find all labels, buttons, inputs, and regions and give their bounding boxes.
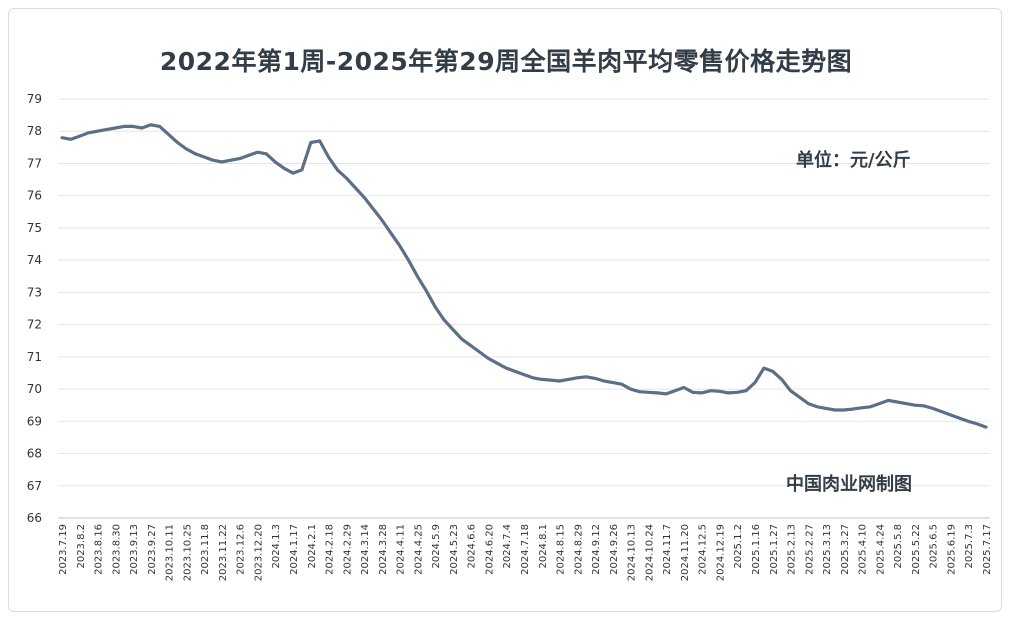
x-tick-label: 2023.10.25 xyxy=(182,524,193,581)
chart-card xyxy=(8,8,1002,612)
y-tick-label: 72 xyxy=(27,318,42,332)
x-tick-label: 2024.10.24 xyxy=(644,524,655,581)
x-tick-label: 2024.3.14 xyxy=(360,524,371,575)
x-tick-label: 2024.9.12 xyxy=(591,524,602,575)
gridlines xyxy=(58,98,990,519)
series-line xyxy=(60,123,988,429)
x-tick-label: 2025.1.2 xyxy=(733,524,744,569)
x-tick-label: 2025.3.27 xyxy=(840,524,851,575)
x-tick-label: 2024.4.11 xyxy=(396,524,407,575)
y-tick-label: 66 xyxy=(27,511,42,525)
x-tick-label: 2024.6.6 xyxy=(467,524,478,569)
x-tick-label: 2025.2.13 xyxy=(787,524,798,575)
x-axis: 2023.7.19 2023.8.2 2023.8.16 2023.8.30 2023.… xyxy=(58,524,993,581)
y-tick-label: 67 xyxy=(27,479,42,493)
source-label: 中国肉业网制图 xyxy=(786,474,912,495)
x-tick-label: 2023.11.8 xyxy=(200,524,211,575)
y-tick-label: 75 xyxy=(27,221,42,235)
x-tick-label: 2025.2.27 xyxy=(804,524,815,575)
x-tick-label: 2024.1.3 xyxy=(271,524,282,569)
x-tick-label: 2024.4.25 xyxy=(413,524,424,575)
x-tick-label: 2024.7.18 xyxy=(520,524,531,575)
x-tick-label: 2024.2.18 xyxy=(325,524,336,575)
x-tick-label: 2025.5.22 xyxy=(911,524,922,575)
x-tick-label: 2025.6.5 xyxy=(929,524,940,569)
x-tick-label: 2024.2.1 xyxy=(307,524,318,569)
x-tick-label: 2025.6.19 xyxy=(946,524,957,575)
x-tick-label: 2025.4.24 xyxy=(875,524,886,575)
y-tick-label: 71 xyxy=(27,350,42,364)
x-tick-label: 2023.11.22 xyxy=(218,524,229,581)
x-tick-label: 2025.3.13 xyxy=(822,524,833,575)
series-layer xyxy=(60,123,988,429)
y-tick-label: 78 xyxy=(27,124,42,138)
x-tick-label: 2023.8.30 xyxy=(111,524,122,575)
chart-title: 2022年第1周-2025年第29周全国羊肉平均零售价格走势图 xyxy=(159,47,853,76)
y-tick-label: 74 xyxy=(27,253,42,267)
x-tick-label: 2025.7.3 xyxy=(964,524,975,569)
unit-label: 单位：元/公斤 xyxy=(796,150,911,171)
x-tick-label: 2025.1.16 xyxy=(751,524,762,575)
x-tick-label: 2024.5.9 xyxy=(431,524,442,569)
y-tick-label: 77 xyxy=(27,156,42,170)
x-tick-label: 2025.7.17 xyxy=(982,524,993,575)
x-tick-label: 2024.6.20 xyxy=(484,524,495,575)
x-tick-label: 2023.9.27 xyxy=(147,524,158,575)
x-tick-label: 2023.8.16 xyxy=(94,524,105,575)
x-tick-label: 2024.8.1 xyxy=(538,524,549,569)
x-tick-label: 2024.9.26 xyxy=(609,524,620,575)
x-tick-label: 2023.7.19 xyxy=(58,524,69,575)
y-tick-label: 69 xyxy=(27,414,42,428)
y-tick-label: 68 xyxy=(27,447,42,461)
x-tick-label: 2024.1.17 xyxy=(289,524,300,575)
x-tick-label: 2024.12.19 xyxy=(715,524,726,581)
x-tick-label: 2025.1.27 xyxy=(769,524,780,575)
x-tick-label: 2023.9.13 xyxy=(129,524,140,575)
y-tick-label: 70 xyxy=(27,382,42,396)
y-tick-label: 76 xyxy=(27,189,42,203)
x-tick-label: 2024.11.20 xyxy=(680,524,691,581)
x-tick-label: 2024.3.28 xyxy=(378,524,389,575)
y-tick-label: 73 xyxy=(27,285,42,299)
x-tick-label: 2025.4.10 xyxy=(858,524,869,575)
x-tick-label: 2024.5.23 xyxy=(449,524,460,575)
x-tick-label: 2024.8.15 xyxy=(556,524,567,575)
x-tick-label: 2023.8.2 xyxy=(76,524,87,569)
y-axis: 66 67 68 69 70 71 72 73 74 75 76 77 78 79 xyxy=(27,92,42,525)
x-tick-label: 2023.12.20 xyxy=(253,524,264,581)
x-tick-label: 2024.12.5 xyxy=(698,524,709,575)
x-tick-label: 2024.10.13 xyxy=(627,524,638,581)
x-tick-label: 2024.7.4 xyxy=(502,524,513,569)
x-tick-label: 2023.12.6 xyxy=(236,524,247,575)
x-tick-label: 2024.2.29 xyxy=(342,524,353,575)
x-tick-label: 2025.5.8 xyxy=(893,524,904,569)
x-tick-label: 2023.10.11 xyxy=(165,524,176,581)
x-tick-label: 2024.8.29 xyxy=(573,524,584,575)
y-tick-label: 79 xyxy=(27,92,42,106)
x-tick-label: 2024.11.7 xyxy=(662,524,673,575)
